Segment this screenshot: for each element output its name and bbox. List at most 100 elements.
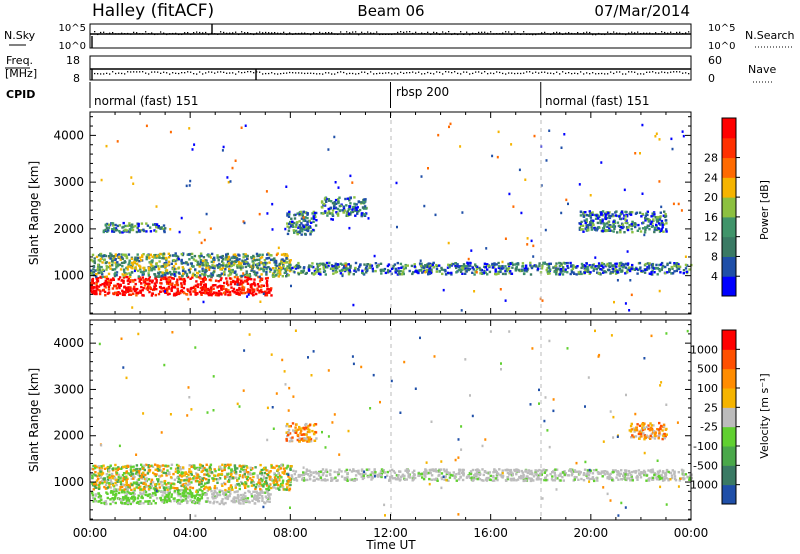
- data-cell: [242, 496, 245, 499]
- data-cell: [562, 479, 565, 482]
- noise-dot: [493, 33, 495, 35]
- nave-dot: [436, 71, 438, 73]
- noise-dot: [526, 33, 528, 35]
- data-cell: [122, 276, 126, 279]
- data-cell: [169, 283, 172, 286]
- data-cell: [593, 267, 596, 270]
- data-cell: [243, 470, 246, 473]
- data-cell: [224, 488, 227, 492]
- data-cell: [204, 263, 207, 266]
- data-cell: [624, 215, 628, 218]
- data-cell: [441, 272, 444, 276]
- data-cell: [133, 285, 136, 289]
- nave-dot: [688, 73, 690, 75]
- data-cell: [226, 475, 229, 478]
- data-cell: [119, 480, 123, 483]
- data-cell: [579, 270, 582, 274]
- data-cell: [182, 267, 185, 271]
- data-cell: [118, 263, 122, 266]
- data-cell: [114, 271, 117, 275]
- nave-dot: [559, 73, 561, 75]
- data-cell: [301, 271, 305, 274]
- noise-dot: [370, 32, 372, 34]
- data-cell: [491, 479, 495, 482]
- noise-dot: [424, 33, 426, 35]
- data-cell: [537, 474, 540, 477]
- data-cell: [95, 479, 99, 482]
- data-cell: [641, 270, 645, 273]
- data-cell: [283, 488, 286, 491]
- noise-dot: [412, 32, 414, 35]
- data-cell: [364, 198, 367, 201]
- data-cell: [139, 502, 142, 505]
- data-cell: [321, 206, 324, 209]
- data-cell: [278, 465, 281, 468]
- data-cell: [162, 224, 166, 227]
- data-cell: [177, 492, 181, 495]
- data-cell: [217, 280, 220, 283]
- data-cell: [586, 225, 590, 228]
- data-cell: [126, 488, 129, 491]
- data-cell: [166, 293, 170, 296]
- data-cell: [141, 289, 144, 292]
- data-cell: [462, 265, 465, 268]
- data-cell: [402, 267, 406, 271]
- data-cell: [169, 276, 172, 279]
- data-cell: [219, 256, 222, 259]
- data-cell: [177, 267, 180, 270]
- data-cell: [203, 466, 206, 470]
- noise-dot: [139, 33, 141, 35]
- data-cell: [589, 194, 592, 197]
- data-cell: [290, 284, 292, 288]
- data-cell: [200, 254, 203, 258]
- data-cell: [204, 468, 207, 472]
- data-cell: [354, 477, 357, 481]
- data-cell: [316, 265, 319, 268]
- data-cell: [665, 228, 668, 231]
- data-cell: [124, 228, 127, 231]
- data-cell: [201, 478, 204, 482]
- data-cell: [220, 272, 223, 275]
- data-cell: [221, 489, 224, 493]
- data-cell: [321, 263, 325, 266]
- data-cell: [95, 273, 98, 276]
- nave-dot: [397, 73, 399, 75]
- data-cell: [193, 475, 196, 478]
- data-cell: [373, 254, 376, 258]
- data-cell: [109, 464, 112, 467]
- data-cell: [601, 229, 604, 233]
- data-cell: [153, 268, 156, 271]
- data-cell: [245, 272, 248, 276]
- data-cell: [169, 228, 172, 231]
- data-cell: [316, 270, 319, 273]
- data-cell: [234, 476, 238, 479]
- data-cell: [174, 270, 178, 274]
- data-cell: [282, 252, 286, 256]
- data-cell: [273, 476, 277, 479]
- data-cell: [639, 230, 643, 233]
- data-cell: [185, 472, 188, 475]
- data-cell: [119, 483, 123, 486]
- data-cell: [333, 201, 336, 204]
- noise-dot: [346, 31, 348, 33]
- data-cell: [401, 270, 404, 273]
- data-cell: [596, 265, 599, 268]
- data-cell: [548, 129, 551, 132]
- data-cell: [334, 271, 337, 274]
- data-cell: [278, 477, 281, 480]
- data-cell: [198, 494, 201, 497]
- colorbar-cell: [722, 216, 736, 238]
- data-cell: [115, 291, 119, 294]
- data-cell: [261, 253, 264, 256]
- data-cell: [99, 257, 102, 260]
- nave-dot: [364, 71, 366, 73]
- data-cell: [236, 281, 240, 284]
- noise-dot: [133, 31, 135, 34]
- data-cell: [213, 265, 217, 268]
- data-cell: [210, 285, 213, 289]
- data-cell: [271, 267, 275, 270]
- data-cell: [616, 279, 619, 282]
- data-cell: [630, 266, 634, 269]
- data-cell: [189, 494, 192, 497]
